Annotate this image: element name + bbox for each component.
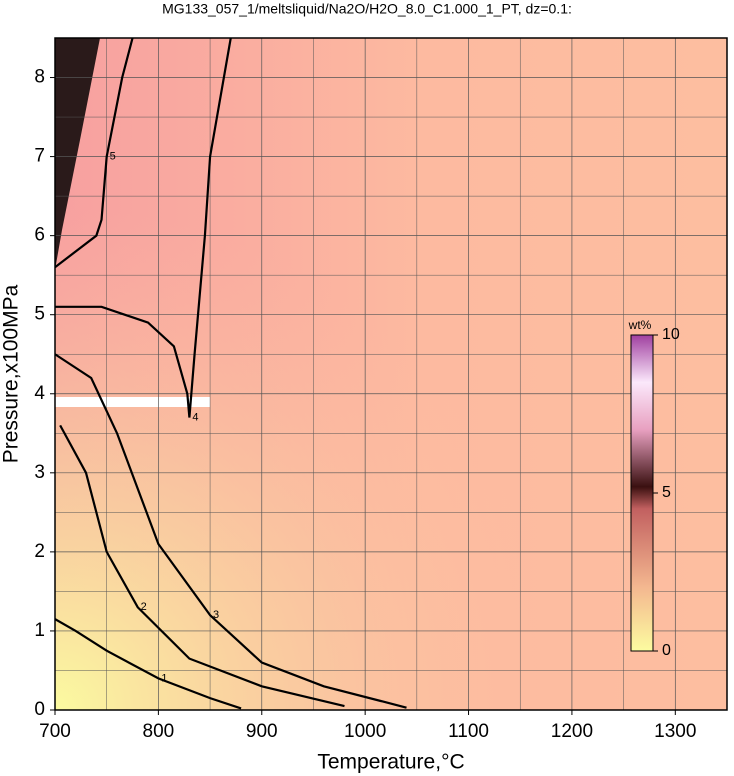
y-tick-label: 3 xyxy=(34,462,45,483)
x-tick-label: 1000 xyxy=(344,721,386,742)
colorbar-label: wt% xyxy=(628,318,652,332)
dark-region xyxy=(55,38,100,270)
contour-line xyxy=(55,38,232,418)
y-tick-label: 8 xyxy=(34,67,45,88)
x-tick-label: 700 xyxy=(39,721,71,742)
contour-line xyxy=(55,38,134,269)
y-tick-label: 5 xyxy=(34,304,45,325)
x-tick-label: 1200 xyxy=(551,721,593,742)
colorbar xyxy=(630,334,654,652)
x-tick-label: 900 xyxy=(246,721,278,742)
y-tick-label: 6 xyxy=(34,225,45,246)
x-tick-label: 1100 xyxy=(448,721,489,742)
background-low xyxy=(55,38,727,710)
x-axis-label: Temperature,°C xyxy=(317,751,464,774)
y-tick-label: 7 xyxy=(34,146,45,167)
contour-label: 2 xyxy=(141,601,147,613)
frame xyxy=(54,37,728,711)
y-tick-label: 4 xyxy=(34,383,45,404)
contour-label: 5 xyxy=(110,150,116,162)
contour-line xyxy=(55,618,242,710)
x-tick-label: 1300 xyxy=(654,721,696,742)
contour-label: 3 xyxy=(213,609,219,621)
plot-area: 1 2 3 4 5 xyxy=(55,38,727,710)
contour-line xyxy=(59,424,345,708)
y-tick-label: 1 xyxy=(34,620,45,641)
y-tick-label: 0 xyxy=(34,699,45,720)
y-axis-label: Pressure,x100MPa xyxy=(0,284,23,463)
white-band xyxy=(55,397,210,407)
x-tick-label: 800 xyxy=(143,721,175,742)
colorbar-tick-label: 5 xyxy=(662,484,671,501)
contour-label: 4 xyxy=(192,411,198,423)
contour-label: 1 xyxy=(161,672,167,684)
y-tick-label: 2 xyxy=(34,541,45,562)
chart-title: MG133_057_1/meltsliquid/Na2O/H2O_8.0_C1.… xyxy=(162,1,572,17)
colorbar-tick-label: 0 xyxy=(662,642,671,659)
colorbar-tick-label: 10 xyxy=(662,326,680,343)
contour-line xyxy=(55,353,407,709)
